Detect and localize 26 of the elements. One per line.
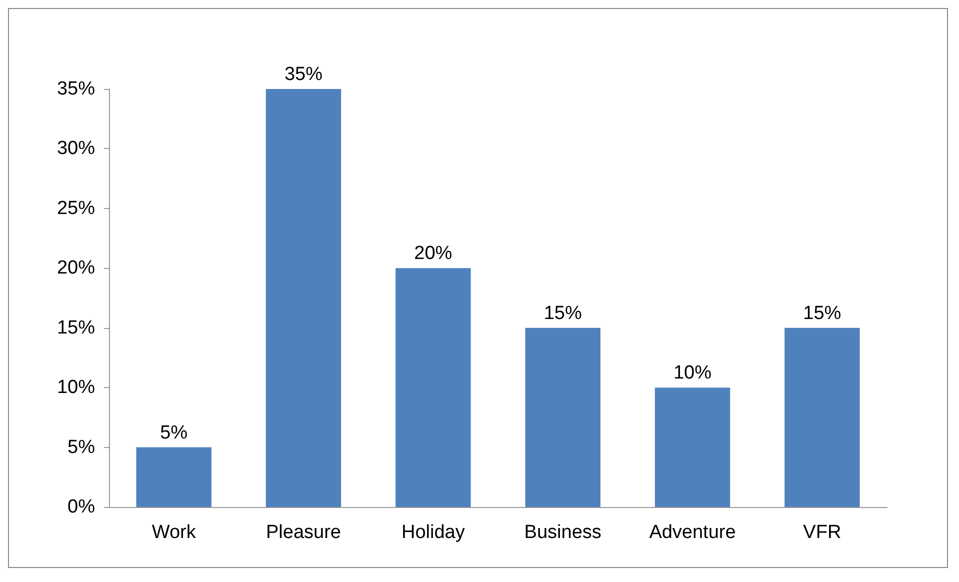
x-tick-label: Pleasure (266, 522, 341, 543)
data-label: 15% (803, 302, 842, 324)
bar (396, 268, 471, 507)
data-label: 20% (414, 243, 452, 264)
y-tick-label: 10% (56, 377, 96, 398)
y-tick-label: 0% (68, 496, 96, 518)
data-label: 35% (284, 64, 323, 85)
x-tick-label: Adventure (649, 522, 736, 543)
bar (784, 328, 860, 507)
x-tick-label: Holiday (401, 522, 466, 543)
y-tick-label: 5% (68, 436, 96, 458)
x-tick-label: Business (524, 522, 602, 543)
data-label: 15% (544, 302, 582, 324)
bar (525, 328, 600, 507)
bar (654, 388, 730, 507)
y-tick-label: 15% (56, 317, 96, 338)
bar (266, 89, 342, 507)
y-tick-label: 20% (56, 258, 96, 279)
bar (136, 447, 212, 507)
data-label: 10% (673, 362, 712, 384)
x-tick-label: VFR (803, 522, 842, 543)
y-tick-label: 30% (56, 138, 96, 160)
x-tick-label: Work (152, 522, 196, 543)
y-tick-label: 25% (56, 198, 96, 219)
data-label: 5% (160, 422, 188, 444)
y-tick-label: 35% (56, 78, 96, 100)
